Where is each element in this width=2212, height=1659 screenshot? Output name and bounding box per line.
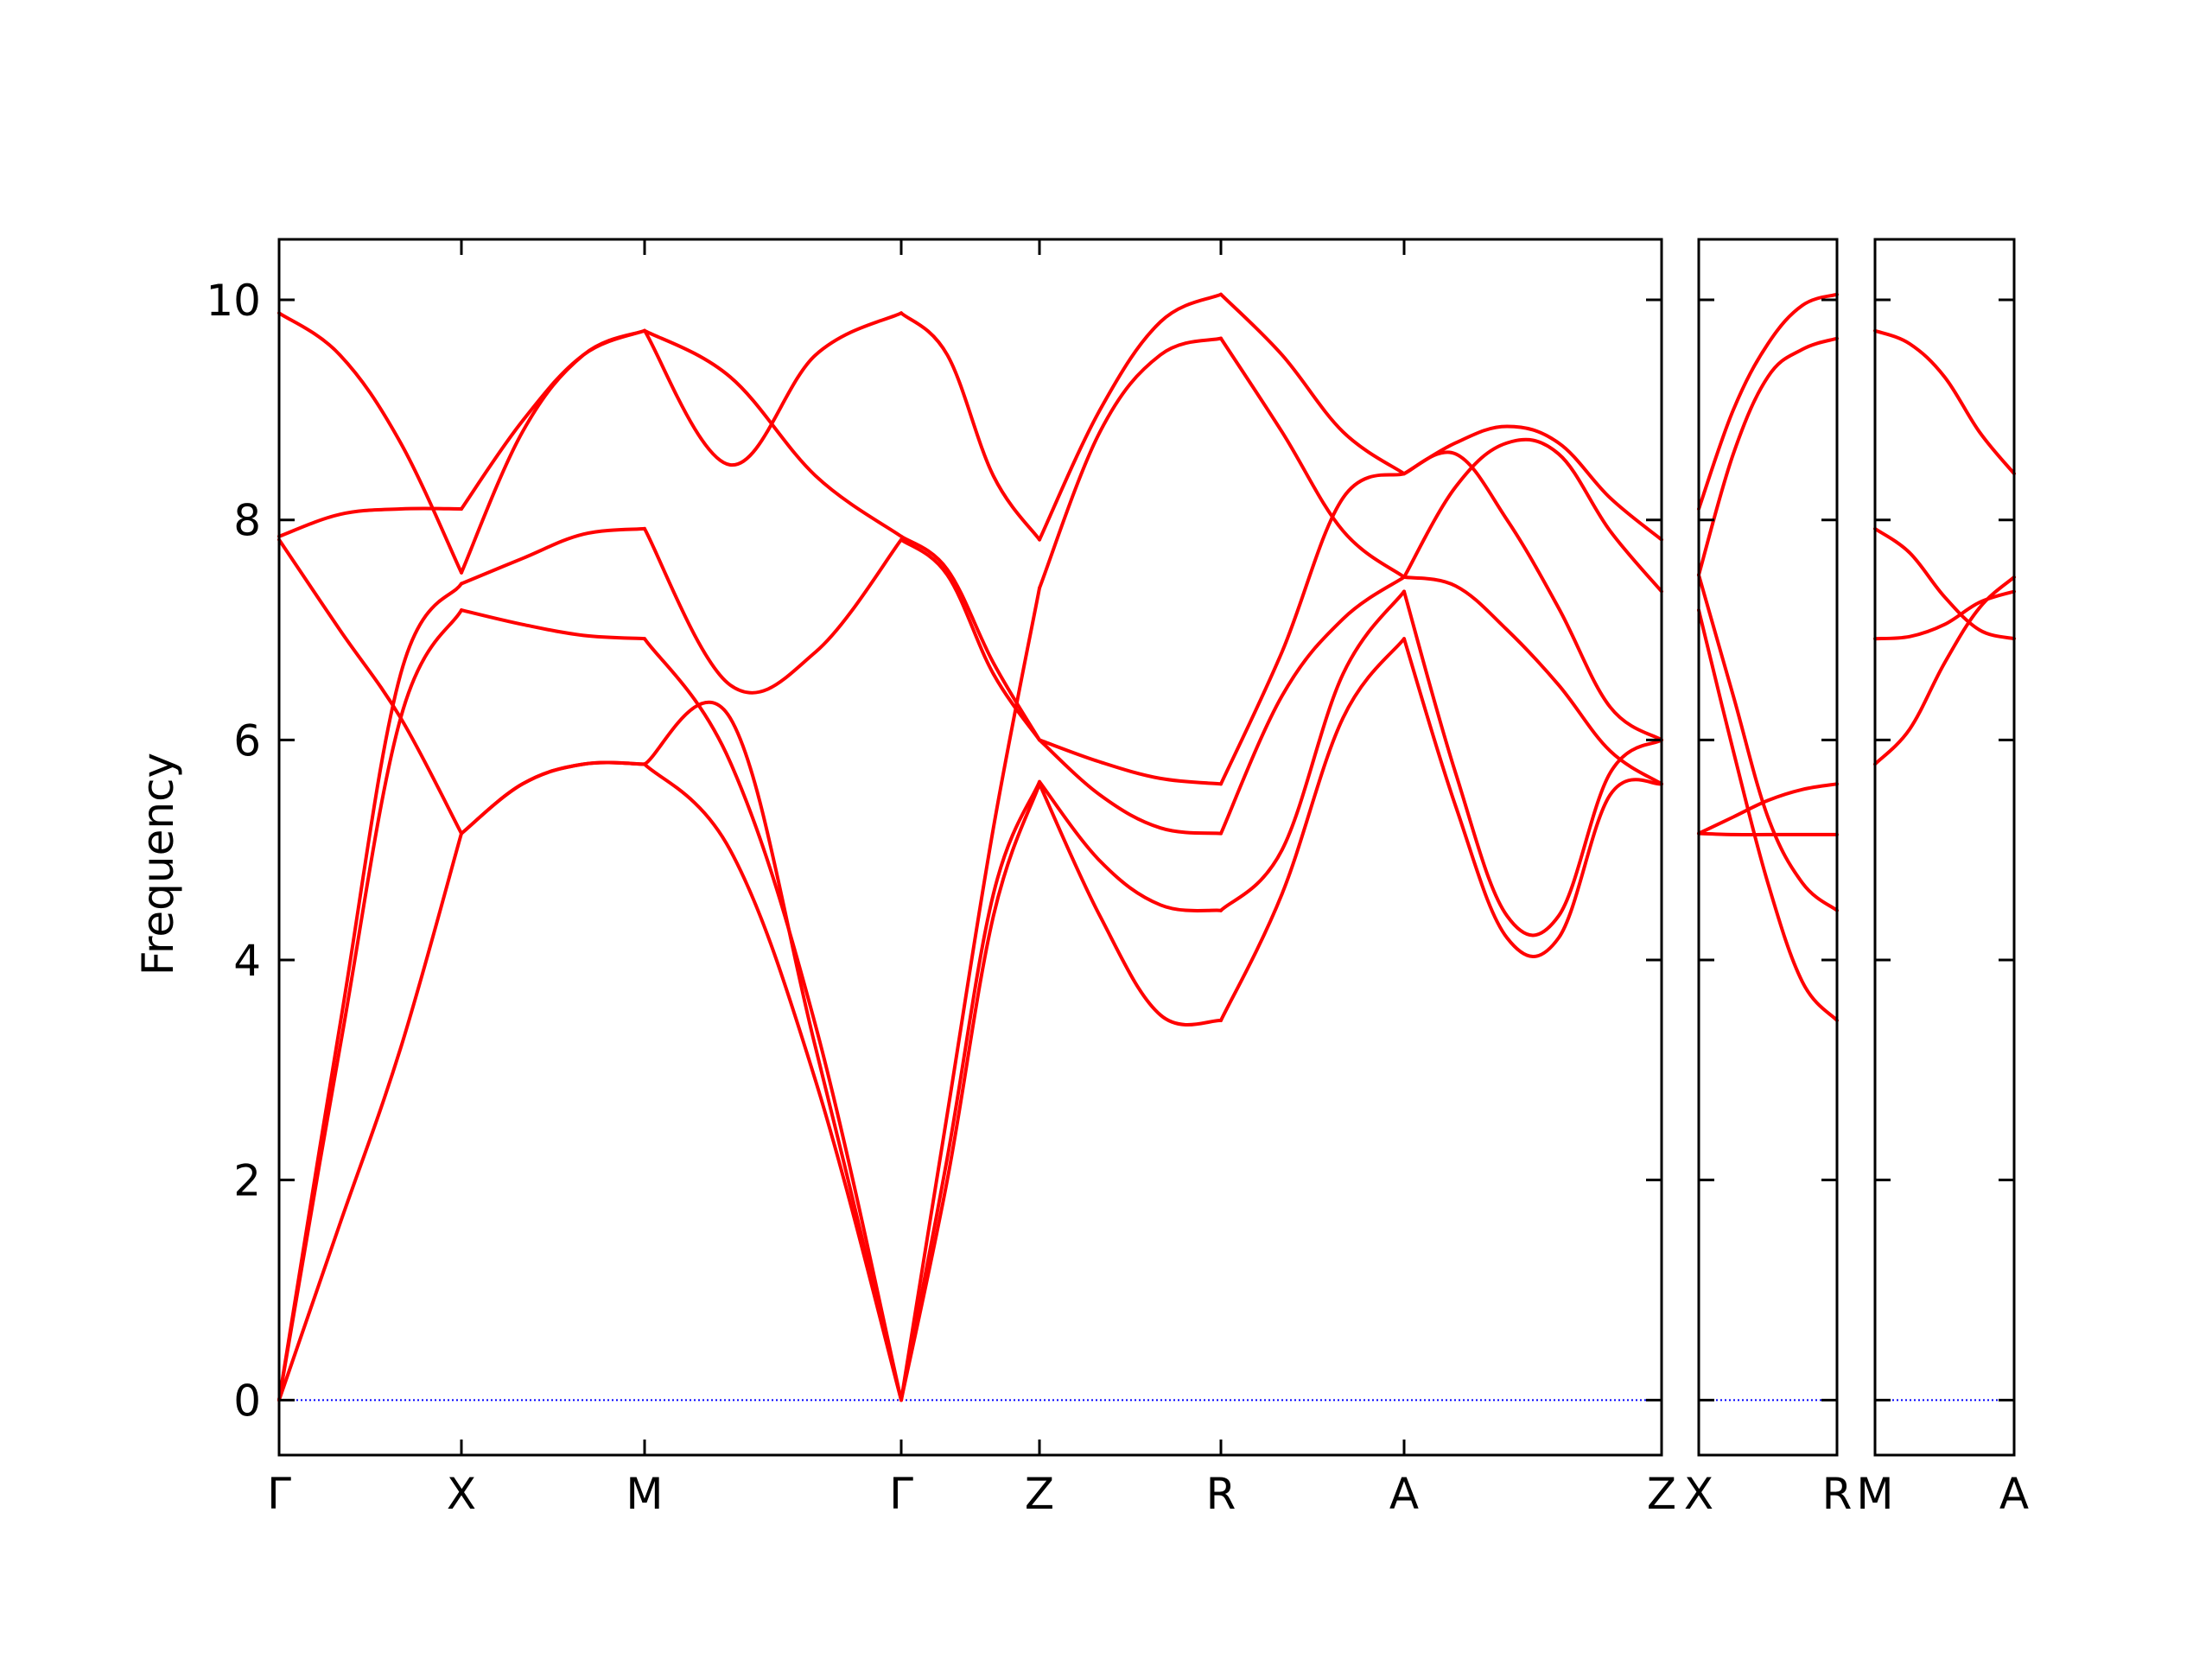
band-line <box>1038 292 1223 542</box>
band-line <box>1402 450 1663 742</box>
band-line <box>1402 437 1663 594</box>
x-tick-label: A <box>1389 1469 1419 1519</box>
band-line <box>899 311 1041 542</box>
band-line <box>899 586 1041 1402</box>
band-line <box>1697 292 1839 511</box>
band-line <box>277 311 463 575</box>
band-line <box>643 762 903 1402</box>
panel-frame <box>1873 238 2016 1457</box>
band-line <box>1873 328 2016 476</box>
y-tick-label: 0 <box>233 1376 261 1426</box>
band-line <box>643 637 903 1402</box>
band-line <box>460 328 646 511</box>
band-line <box>460 760 646 836</box>
x-tick-label: M <box>1856 1469 1893 1519</box>
band-line <box>643 526 903 695</box>
x-tick-label: Z <box>1647 1469 1676 1519</box>
band-line <box>1038 738 1223 786</box>
band-line <box>460 328 646 575</box>
band-line <box>643 311 903 467</box>
x-tick-label: Γ <box>267 1469 291 1519</box>
band-line <box>643 700 903 1402</box>
x-tick-label: Z <box>1025 1469 1054 1519</box>
band-line <box>460 608 646 641</box>
x-tick-label: X <box>1684 1469 1713 1519</box>
band-line <box>1697 573 1839 912</box>
band-line <box>277 582 463 1402</box>
band-line <box>899 782 1041 1402</box>
band-line <box>277 506 463 538</box>
x-tick-label: Γ <box>889 1469 913 1519</box>
band-line <box>899 779 1041 1402</box>
band-line <box>460 760 646 836</box>
band-line <box>643 328 903 538</box>
band-line <box>1697 782 1839 836</box>
x-tick-label: X <box>447 1469 476 1519</box>
band-line <box>1873 526 2016 641</box>
band-line <box>1038 779 1223 913</box>
band-line <box>1873 575 2016 766</box>
band-line <box>1219 336 1406 579</box>
band-line <box>1873 589 2016 641</box>
band-line <box>1038 336 1223 590</box>
band-line <box>1697 608 1839 1022</box>
y-tick-label: 8 <box>233 496 261 546</box>
panel-frame <box>277 238 1663 1457</box>
band-line <box>1219 589 1406 912</box>
band-line <box>1219 292 1406 476</box>
band-line <box>1038 782 1223 1027</box>
band-line <box>460 526 646 586</box>
y-tick-label: 4 <box>233 936 261 986</box>
panel-frame <box>1697 238 1839 1457</box>
band-line <box>1219 637 1406 1022</box>
band-line <box>277 831 463 1402</box>
band-line <box>277 537 463 836</box>
x-tick-label: R <box>1206 1469 1236 1519</box>
band-line <box>1219 472 1406 786</box>
band-line <box>899 537 1041 742</box>
band-line <box>277 608 463 1402</box>
x-tick-label: A <box>1999 1469 2029 1519</box>
y-tick-label: 6 <box>233 715 261 766</box>
band-line <box>1697 336 1839 577</box>
band-line <box>1402 637 1663 959</box>
x-tick-label: M <box>626 1469 663 1519</box>
band-line <box>1402 575 1663 786</box>
band-line <box>1402 424 1663 542</box>
band-line <box>1219 575 1406 836</box>
y-tick-label: 2 <box>233 1156 261 1206</box>
band-line <box>899 534 1041 742</box>
x-tick-label: R <box>1822 1469 1853 1519</box>
y-tick-label: 10 <box>206 276 261 326</box>
y-axis-title: Frequency <box>133 753 183 976</box>
band-line <box>1402 589 1663 938</box>
band-line <box>1697 831 1839 836</box>
band-line <box>1038 738 1223 836</box>
